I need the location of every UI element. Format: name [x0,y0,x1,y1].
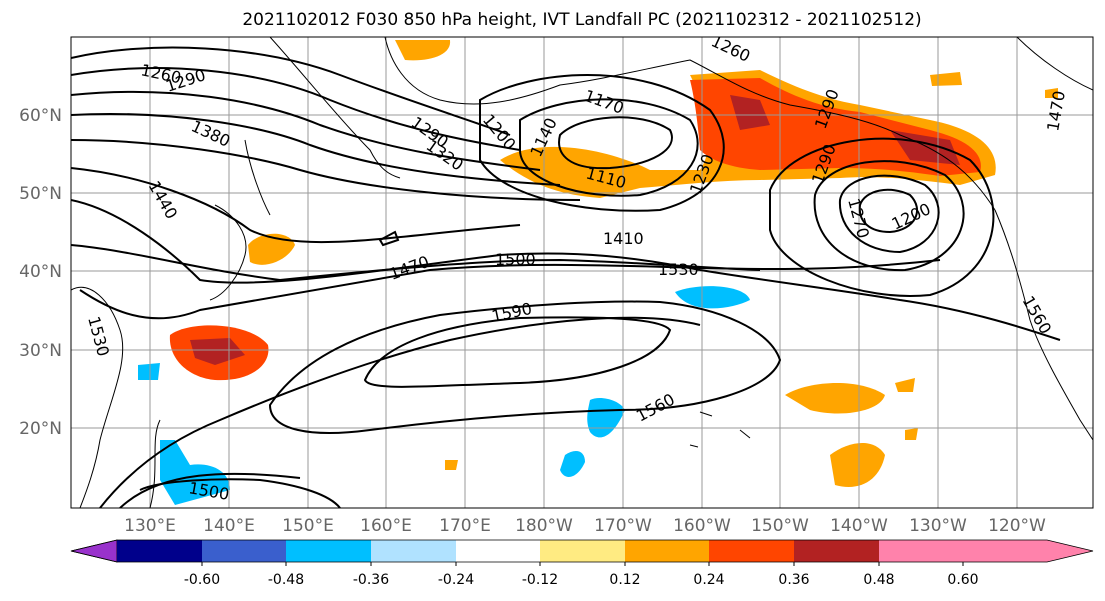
map-area: 1260 1290 1380 1440 1530 1290 1320 1200 … [71,37,1093,508]
lat-tick-label: 50°N [19,184,62,204]
contour-label: 1560 [1019,293,1056,338]
ivt-east-pos [830,442,885,487]
height-contours [71,46,1061,508]
colorbar: -0.60 -0.48 -0.36 -0.24 -0.12 0.12 0.24 … [70,539,1094,588]
lon-tick-label: 150°W [751,516,809,536]
colorbar-tick-label: 0.12 [609,572,640,588]
colorbar-segment [371,540,456,562]
colorbar-segment [286,540,371,562]
colorbar-segment [879,540,963,562]
colorbar-segment [625,540,709,562]
colorbar-tick-label: 0.60 [947,572,978,588]
lon-tick-label: 140°W [830,516,888,536]
lat-tick-label: 20°N [19,419,62,439]
colorbar-segment [456,540,540,562]
colorbar-tick-label: -0.24 [438,572,474,588]
colorbar-segment [709,540,794,562]
grid-lines [71,37,1093,508]
ivt-japan-patch [248,233,295,265]
contour-label: 1270 [844,196,873,240]
colorbar-ticks [201,562,964,566]
colorbar-tick-label: -0.36 [353,572,389,588]
ivt-peak-region [730,95,960,165]
ivt-tropical-neg [160,440,230,505]
lon-tick-label: 130°W [909,516,967,536]
lon-tick-label: 160°E [360,516,412,536]
lat-tick-label: 40°N [19,262,62,282]
contour-label: 1200 [889,199,934,233]
lat-axis: 60°N 50°N 40°N 30°N 20°N [19,106,62,439]
ivt-sub-neg [587,398,625,438]
lon-tick-label: 170°E [439,516,491,536]
colorbar-segment [117,540,202,562]
lon-axis: 130°E 140°E 150°E 160°E 170°E 180°W 170°… [124,516,1046,536]
lon-tick-label: 160°W [673,516,731,536]
contour-label: 1410 [603,229,644,248]
lon-tick-label: 120°W [988,516,1046,536]
lat-tick-label: 30°N [19,341,62,361]
colorbar-segment [202,540,286,562]
lon-tick-label: 170°W [594,516,652,536]
colorbar-tick-label: -0.60 [184,572,220,588]
colorbar-extend-low [70,539,118,563]
lat-tick-label: 60°N [19,106,62,126]
coastlines [71,37,1093,508]
contour-label: 1470 [387,252,432,284]
colorbar-tick-label: 0.36 [778,572,809,588]
lon-tick-label: 180°W [515,516,573,536]
colorbar-segment [794,540,879,562]
contour-label: 1500 [495,250,536,269]
ivt-hawaii-pos [785,382,885,414]
colorbar-tick-label: 0.48 [863,572,894,588]
contour-label: 1530 [84,314,113,358]
contour-label: 1590 [490,299,534,326]
lon-tick-label: 130°E [124,516,176,536]
ivt-small-neg [138,363,160,380]
colorbar-outline [70,539,1094,563]
map-title: 2021102012 F030 850 hPa height, IVT Land… [242,10,921,30]
ivt-western-peak [190,338,245,365]
ivt-sub-neg2 [560,450,585,477]
contour-label: 1530 [658,260,699,279]
contour-label: 1170 [582,86,627,118]
colorbar-tick-label: 0.24 [693,572,724,588]
map-frame [70,36,1094,509]
ivt-ne-pos [930,72,1058,98]
ivt-central-neg [675,286,750,309]
lon-tick-label: 150°E [282,516,334,536]
lon-tick-label: 140°E [203,516,255,536]
colorbar-segment [540,540,625,562]
colorbar-tick-label: -0.48 [268,572,304,588]
ivt-aleutian-patch [395,40,451,61]
contour-label: 1560 [633,390,678,426]
colorbar-tick-label: -0.12 [522,572,558,588]
